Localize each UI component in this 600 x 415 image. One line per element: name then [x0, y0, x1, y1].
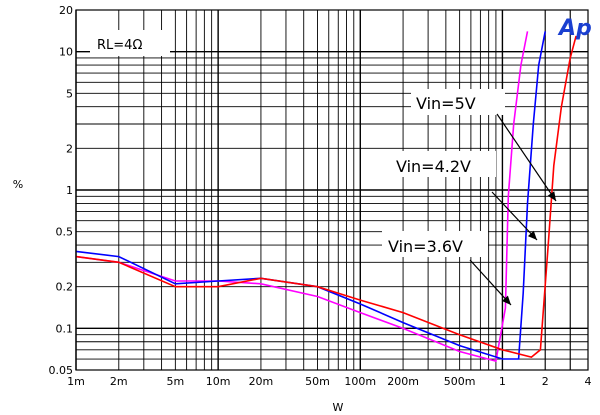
x-tick-label: 1 — [499, 375, 506, 388]
x-axis-label: W — [333, 401, 344, 414]
annotation-arrow-head — [547, 191, 556, 201]
y-tick-label: 5 — [66, 87, 73, 100]
y-tick-label: 20 — [59, 4, 73, 17]
annotations: Vin=5V Vin=4.2V Vin=3.6V — [382, 89, 557, 306]
annotation-arrow-line — [491, 191, 538, 241]
x-tick-label: 2 — [542, 375, 549, 388]
plot-frame — [75, 9, 589, 371]
annotation-arrow-line — [469, 259, 512, 306]
y-tick-label: 0.1 — [56, 322, 74, 335]
y-tick-label: 2 — [66, 142, 73, 155]
series-line-3 — [75, 35, 577, 358]
series-line-1 — [75, 31, 529, 363]
x-tick-label: 100m — [344, 375, 376, 388]
x-tick-label: 5m — [166, 375, 184, 388]
y-axis-label: % — [13, 178, 23, 191]
condition-label: RL=4Ω — [97, 38, 142, 53]
x-tick-labels: 1m 2m 5m 10m 20m 50m 100m 200m 500m 1 2 4 — [67, 375, 591, 388]
annotation-arrow-line — [496, 113, 557, 202]
x-tick-label: 20m — [249, 375, 274, 388]
x-tick-label: 4 — [585, 375, 592, 388]
annotation-1: Vin=5V — [411, 89, 557, 202]
annotation-3: Vin=3.6V — [382, 231, 512, 306]
y-tick-label: 0.5 — [56, 226, 74, 239]
annotation-box — [382, 231, 488, 257]
y-tick-label: 10 — [59, 46, 73, 59]
x-tick-label: 1m — [67, 375, 85, 388]
x-tick-label: 10m — [206, 375, 231, 388]
y-tick-label: 0.05 — [49, 364, 74, 377]
y-tick-labels: 0.05 0.1 0.2 0.5 1 2 5 10 20 — [49, 4, 74, 377]
annotation-label: Vin=4.2V — [396, 157, 471, 176]
annotation-label: Vin=3.6V — [388, 237, 463, 256]
x-tick-label: 50m — [305, 375, 330, 388]
x-tick-label: 500m — [444, 375, 476, 388]
annotation-box — [390, 151, 496, 177]
condition-label-box: RL=4Ω — [90, 30, 170, 56]
annotation-box — [411, 89, 505, 115]
y-tick-label: 0.2 — [56, 281, 74, 294]
annotation-arrow-head — [527, 230, 537, 240]
annotation-label: Vin=5V — [416, 94, 476, 113]
annotation-arrow-head — [501, 295, 511, 305]
y-tick-label: 1 — [66, 184, 73, 197]
x-tick-label: 2m — [110, 375, 128, 388]
annotation-2: Vin=4.2V — [390, 151, 538, 241]
ap-logo: Ap — [557, 16, 592, 41]
x-tick-label: 200m — [387, 375, 419, 388]
